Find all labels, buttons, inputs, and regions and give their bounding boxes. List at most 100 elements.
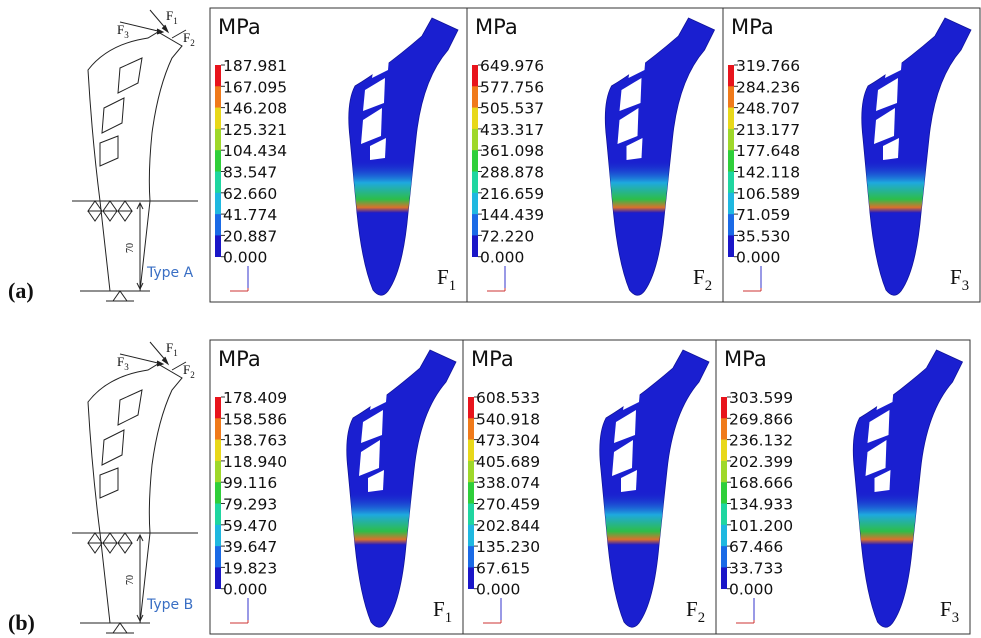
force-label: F1: [166, 340, 178, 358]
schematic: [72, 341, 198, 634]
hole: [99, 135, 119, 167]
legend-value: 0.000: [476, 581, 520, 599]
support: [106, 290, 134, 302]
force-label: F2: [686, 597, 705, 626]
force-subscript: 2: [190, 38, 195, 48]
legend-value: 71.059: [736, 206, 790, 224]
legend-value: 361.098: [480, 142, 544, 160]
schematic: [72, 9, 198, 302]
legend-value: 288.878: [480, 164, 544, 182]
stress-contour: [345, 18, 458, 295]
colorbar-segment: [468, 546, 474, 568]
colorbar-segment: [728, 171, 734, 194]
legend-value: 178.409: [223, 389, 287, 407]
legend-value: 505.537: [480, 100, 544, 118]
unit: MPa: [471, 347, 514, 371]
force-subscript: 1: [173, 16, 178, 26]
legend-value: 202.844: [476, 517, 540, 535]
colorbar-segment: [472, 150, 478, 172]
legend-value: 72.220: [480, 227, 534, 245]
force-symbol: F: [437, 265, 449, 289]
force-symbol: F: [950, 265, 962, 289]
legend-value: 0.000: [729, 581, 773, 599]
stress-contour: [596, 350, 709, 627]
axis-triad: [230, 273, 249, 292]
stress-contour: [858, 18, 971, 295]
force-label: F1: [437, 265, 456, 294]
legend-value: 83.547: [223, 164, 277, 182]
hole: [99, 467, 119, 499]
colorbar-segment: [215, 214, 221, 236]
legend-value: 269.866: [729, 410, 793, 428]
colorbar-segment: [215, 171, 221, 194]
legend-value: 62.660: [223, 185, 277, 203]
legend-value: 608.533: [476, 389, 540, 407]
colorbar-segment: [215, 524, 221, 547]
axis-triad: [487, 273, 506, 292]
force-label: F2: [183, 30, 195, 48]
type-label: Type A: [146, 265, 194, 281]
legend-value: 146.208: [223, 100, 287, 118]
panel-border: [715, 339, 971, 635]
force-symbol: F: [166, 8, 173, 23]
legend-value: 270.459: [476, 496, 540, 514]
legend-value: 138.763: [223, 432, 287, 450]
colorbar-segment: [721, 503, 727, 526]
colorbar-segment: [215, 460, 221, 483]
legend-value: 649.976: [480, 57, 544, 75]
legend-value: 303.599: [729, 389, 793, 407]
panel: MPa 178.409 158.586 138.763 118.940 99.116 79.…: [209, 339, 464, 635]
legend-value: 99.116: [223, 474, 277, 492]
colorbar-segment: [468, 482, 474, 504]
colorbar-segment: [215, 567, 221, 589]
panel: MPa 187.981 167.095 146.208 125.321 104.434 83…: [209, 7, 468, 303]
colorbar-segment: [468, 460, 474, 483]
force-symbol: F: [940, 597, 952, 621]
implant-outline: [87, 31, 183, 292]
colorbar-segment: [472, 86, 478, 108]
legend-value: 319.766: [736, 57, 800, 75]
unit: MPa: [731, 15, 774, 39]
row-label: (a): [8, 278, 34, 303]
colorbar-segment: [721, 482, 727, 504]
arrow: [136, 533, 144, 623]
legend-value: 187.981: [223, 57, 287, 75]
force-label: F3: [117, 22, 129, 40]
legend-value: 67.615: [476, 559, 530, 577]
legend-value: 35.530: [736, 227, 790, 245]
colorbar-segment: [468, 503, 474, 526]
legend-value: 125.321: [223, 121, 287, 139]
colorbar-segment: [468, 567, 474, 589]
colorbar-segment: [215, 107, 221, 130]
legend-value: 167.095: [223, 78, 287, 96]
colorbar-segment: [728, 192, 734, 215]
force-symbol: F: [117, 354, 124, 369]
force-label: F1: [166, 8, 178, 26]
colorbar-segment: [215, 439, 221, 462]
row-label: (b): [8, 610, 35, 635]
force-symbol: F: [433, 597, 445, 621]
axis-triad: [736, 605, 755, 624]
legend-value: 144.439: [480, 206, 544, 224]
legend-value: 67.466: [729, 538, 783, 556]
legend-value: 135.230: [476, 538, 540, 556]
colorbar-segment: [721, 418, 727, 440]
colorbar-segment: [472, 128, 478, 151]
hole: [101, 429, 125, 466]
legend-value: 213.177: [736, 121, 800, 139]
colorbar-segment: [721, 397, 727, 419]
axis-triad: [483, 605, 502, 624]
colorbar-segment: [728, 150, 734, 172]
legend-value: 59.470: [223, 517, 277, 535]
legend-value: 216.659: [480, 185, 544, 203]
hole: [101, 97, 125, 134]
colorbar-segment: [215, 128, 221, 151]
axis-triad: [230, 605, 249, 624]
force-subscript: 2: [705, 278, 712, 294]
colorbar-segment: [468, 397, 474, 419]
stress-contour: [343, 350, 456, 627]
force-symbol: F: [693, 265, 705, 289]
colorbar-segment: [472, 65, 478, 87]
colorbar-segment: [728, 235, 734, 257]
